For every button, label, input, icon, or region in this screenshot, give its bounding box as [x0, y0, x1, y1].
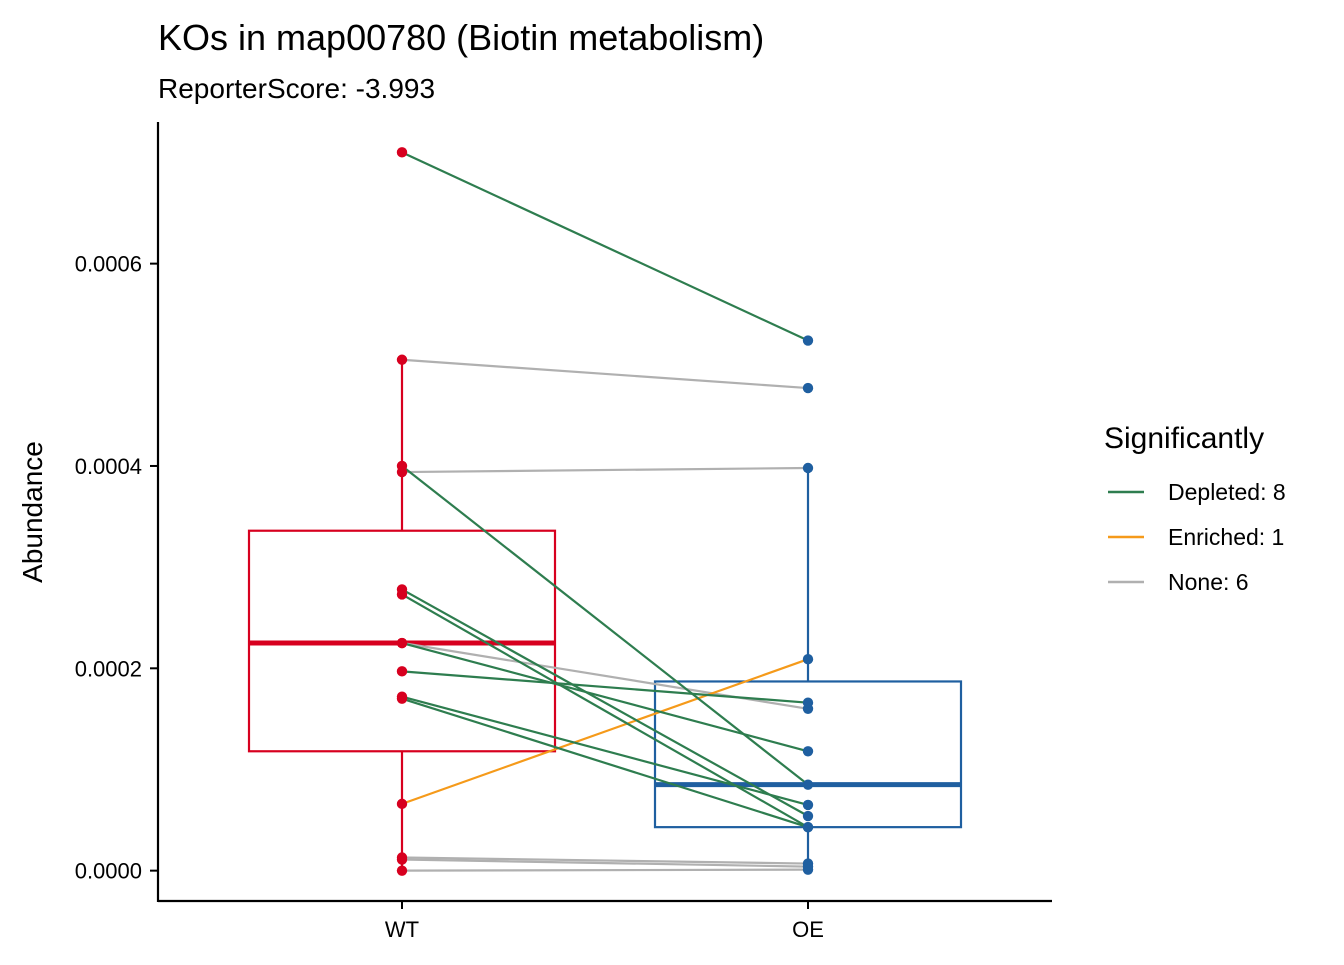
y-tick-label-1: 0.0002 [75, 656, 142, 681]
legend-label-1: Enriched: 1 [1168, 524, 1284, 550]
point-oe-8 [802, 697, 814, 708]
point-wt-5 [396, 589, 408, 600]
point-oe-1 [802, 382, 814, 394]
point-wt-14 [396, 865, 408, 876]
x-tick-label-wt: WT [385, 917, 419, 942]
pair-line-14 [401, 868, 809, 872]
y-axis-label: Abundance [17, 441, 48, 583]
axis-ticks: 0.0000 0.0002 0.0004 0.0006 WT OE [75, 252, 824, 942]
chart-title: KOs in map00780 (Biotin metabolism) [158, 17, 764, 58]
pair-lines [401, 151, 809, 872]
pair-line-10 [401, 697, 809, 829]
legend-items: Depleted: 8 Enriched: 1 None: 6 [1108, 479, 1286, 595]
pair-line-7 [401, 641, 809, 753]
point-oe-9 [802, 799, 814, 811]
y-tick-label-3: 0.0006 [75, 252, 142, 277]
points [396, 147, 814, 876]
pair-line-3 [401, 465, 809, 786]
y-tick-label-0: 0.0000 [75, 859, 142, 884]
point-wt-11 [396, 798, 408, 810]
pair-line-1 [401, 358, 809, 390]
point-wt-8 [396, 666, 408, 677]
point-wt-0 [396, 147, 408, 158]
chart-subtitle: ReporterScore: -3.993 [158, 73, 435, 104]
point-oe-4 [802, 810, 814, 822]
pair-line-9 [401, 695, 809, 806]
pair-line-2 [401, 466, 809, 474]
point-wt-13 [396, 854, 408, 865]
point-oe-7 [802, 746, 814, 757]
legend-label-2: None: 6 [1168, 569, 1249, 595]
point-oe-3 [802, 779, 814, 790]
point-wt-1 [396, 354, 408, 365]
pair-line-8 [401, 670, 809, 704]
point-wt-7 [396, 637, 408, 649]
y-tick-label-2: 0.0004 [75, 454, 142, 479]
pair-line-5 [401, 593, 809, 829]
pair-line-4 [401, 588, 809, 817]
legend: Significantly Depleted: 8 Enriched: 1 None… [1104, 422, 1286, 595]
x-tick-label-oe: OE [792, 917, 824, 942]
plot-area [247, 147, 963, 876]
point-oe-11 [802, 654, 814, 665]
point-oe-14 [802, 864, 814, 875]
point-wt-10 [396, 693, 408, 704]
pair-line-13 [401, 858, 809, 868]
box-oe [653, 467, 963, 871]
legend-title: Significantly [1104, 422, 1264, 455]
point-oe-2 [802, 462, 814, 474]
point-oe-0 [802, 335, 814, 346]
point-wt-3 [396, 460, 408, 472]
point-oe-10 [802, 821, 814, 833]
pair-line-0 [401, 151, 809, 342]
pair-line-11 [401, 658, 809, 805]
legend-label-0: Depleted: 8 [1168, 479, 1286, 505]
pair-line-12 [401, 856, 809, 865]
box-wt [247, 359, 557, 871]
